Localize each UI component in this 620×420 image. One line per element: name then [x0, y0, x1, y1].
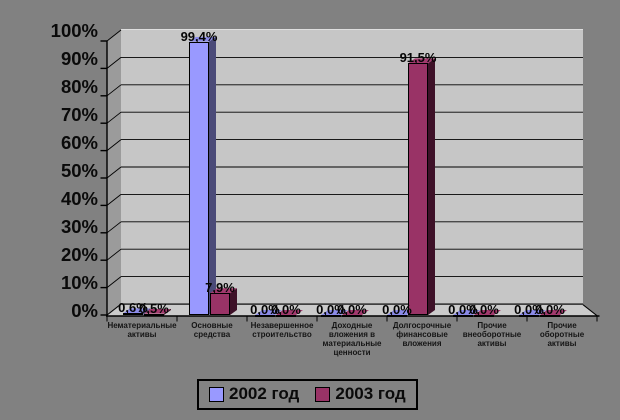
bar-2002-cat7 [519, 310, 546, 317]
legend-label-2002: 2002 год [229, 384, 300, 403]
y-axis-tick-label: 90% [60, 48, 98, 69]
data-label-2003-cat4: 0,0% [337, 302, 367, 317]
x-axis-category-label: Долгосрочные финансовые вложения [392, 321, 452, 348]
y-axis-tick-label: 70% [60, 104, 98, 125]
data-label-2002-cat4: 0,0% [316, 302, 346, 317]
data-label-2003-cat3: 0,0% [271, 302, 301, 317]
x-axis-category-label: Прочие внеоборотные активы [462, 321, 522, 348]
bar-top-face [189, 36, 216, 42]
y-axis-tick-label: 30% [60, 216, 98, 237]
legend-label-2003: 2003 год [335, 384, 406, 403]
x-axis-category-label: Незавершенное строительство [250, 321, 314, 339]
bar-2003-cat4 [342, 310, 369, 317]
bar-front-face [144, 313, 164, 316]
bar-2003-cat5 [408, 58, 435, 315]
bar-2002-cat6 [453, 310, 480, 317]
data-label-2002-cat6: 0,0% [448, 302, 478, 317]
bar-2002-cat2 [189, 36, 216, 315]
bar-top-face [540, 310, 567, 315]
y-axis-tick-label: 60% [60, 132, 98, 153]
legend-item-2003: 2003 год [315, 384, 406, 404]
bar-top-face [210, 288, 237, 294]
bar-front-face [342, 315, 362, 317]
bar-front-face [408, 63, 428, 315]
bar-2003-cat1 [144, 308, 171, 316]
data-label-2003-cat7: 0,0% [535, 302, 565, 317]
bar-side-face [143, 308, 150, 315]
x-axis-category-label: Нематериальные активы [107, 321, 177, 339]
bar-top-face [144, 308, 171, 314]
y-axis-tick-label: 20% [60, 244, 98, 265]
bar-top-face [453, 310, 480, 315]
data-label-2003-cat2: 7,9% [205, 280, 235, 296]
data-label-2002-cat7: 0,0% [514, 302, 544, 317]
bar-top-face [123, 308, 150, 314]
bar-top-face [255, 310, 282, 315]
y-axis-tick-label: 0% [71, 300, 98, 321]
bar-side-face [230, 288, 237, 315]
bar-front-face [123, 313, 143, 316]
legend-swatch-2003 [315, 386, 331, 402]
bar-top-face [387, 310, 414, 315]
bar-side-face [428, 58, 435, 315]
bar-top-face [342, 310, 369, 315]
y-axis-tick-label: 80% [60, 76, 98, 97]
bar-top-face [408, 58, 435, 64]
x-axis-category-label: Прочие оборотные активы [539, 321, 585, 348]
bar-front-face [276, 315, 296, 317]
bar-2003-cat7 [540, 310, 567, 317]
bar-front-face [540, 315, 560, 317]
bar-front-face [210, 293, 230, 315]
bar-front-face [474, 315, 494, 317]
bar-side-face [164, 309, 171, 315]
bar-front-face [387, 315, 407, 317]
bar-2002-cat4 [321, 310, 348, 317]
bar-top-face [321, 310, 348, 315]
bar-2003-cat6 [474, 310, 501, 317]
data-label-2003-cat6: 0,0% [469, 302, 499, 317]
bar-top-face [474, 310, 501, 315]
y-axis-tick-label: 100% [50, 20, 98, 41]
bar-top-face [276, 310, 303, 315]
x-axis-category-label: Основные средства [191, 321, 233, 339]
bar-2003-cat3 [276, 310, 303, 317]
data-label-2003-cat1: 0,5% [139, 300, 169, 316]
bar-side-face [209, 37, 216, 315]
bar-2002-cat1 [123, 308, 150, 316]
data-label-2002-cat3: 0,0% [250, 302, 280, 317]
bar-front-face [255, 315, 275, 317]
data-label-2002-cat2: 99,4% [180, 28, 218, 44]
data-label-2002-cat5: 0,0% [382, 302, 412, 317]
x-axis-category-label: Доходные вложения в материальные ценност… [322, 321, 382, 357]
legend-swatch-2002 [209, 386, 224, 402]
data-label-2002-cat1: 0,6% [118, 300, 148, 316]
y-axis-tick-label: 40% [60, 188, 98, 209]
bar-front-face [519, 315, 539, 317]
bar-2003-cat2 [210, 288, 237, 315]
bar-front-face [189, 41, 209, 315]
y-axis-tick-label: 50% [60, 160, 98, 181]
legend: 2002 год 2003 год [197, 379, 418, 410]
y-axis-tick-label: 10% [60, 272, 98, 293]
bar-front-face [321, 315, 341, 317]
bar-top-face [519, 310, 546, 315]
bar-front-face [453, 315, 473, 317]
data-label-2003-cat5: 91,5% [399, 50, 437, 66]
legend-item-2002: 2002 год [209, 384, 299, 404]
bar-2002-cat3 [255, 310, 282, 317]
